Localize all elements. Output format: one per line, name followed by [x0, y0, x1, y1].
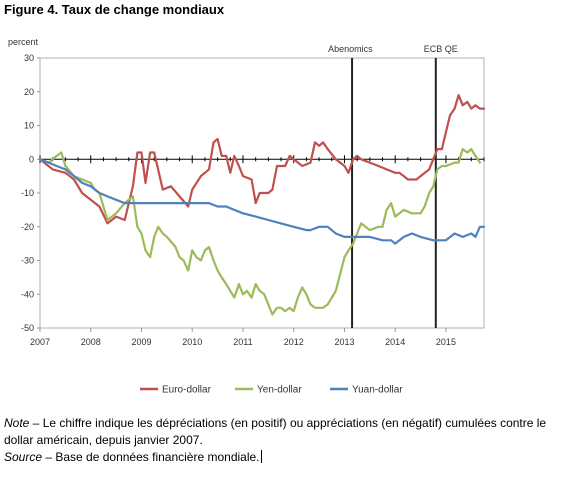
y-tick-label: 30	[24, 53, 34, 63]
y-tick-label: -10	[21, 188, 34, 198]
note-label: Note	[4, 416, 30, 430]
chart-annotations: Abenomics ECB QE	[328, 44, 458, 328]
x-tick-label: 2014	[385, 337, 405, 347]
x-tick-label: 2009	[131, 337, 151, 347]
y-axis-label: percent	[8, 37, 39, 47]
legend-label: Yen-dollar	[257, 385, 302, 396]
series-line-euro-dollar	[38, 94, 486, 225]
chart-series	[38, 94, 486, 316]
figure-title: Figure 4. Taux de change mondiaux	[4, 2, 225, 17]
annotation-label: ECB QE	[424, 44, 458, 54]
y-tick-label: 0	[29, 154, 34, 164]
y-tick-label: 10	[24, 121, 34, 131]
x-tick-label: 2008	[81, 337, 101, 347]
y-tick-label: -40	[21, 289, 34, 299]
x-tick-label: 2015	[436, 337, 456, 347]
source-label: Source	[4, 450, 43, 464]
y-tick-label: -30	[21, 256, 34, 266]
y-tick-label: -50	[21, 323, 34, 333]
y-tick-label: 20	[24, 87, 34, 97]
x-tick-label: 2007	[30, 337, 50, 347]
figure-note: Note – Le chiffre indique les dépréciati…	[4, 415, 564, 466]
annotation-label: Abenomics	[328, 44, 373, 54]
x-tick-label: 2011	[233, 337, 252, 347]
x-tick-label: 2012	[284, 337, 304, 347]
series-line-yuan-dollar	[38, 158, 486, 245]
x-tick-label: 2010	[182, 337, 202, 347]
text-cursor	[260, 450, 262, 463]
legend-label: Euro-dollar	[162, 385, 212, 396]
note-text: – Le chiffre indique les dépréciations (…	[4, 416, 547, 447]
y-tick-label: -20	[21, 222, 34, 232]
source-text: – Base de données financière mondiale.	[42, 450, 260, 464]
x-tick-label: 2013	[334, 337, 354, 347]
legend-label: Yuan-dollar	[352, 385, 403, 396]
series-line-yen-dollar	[38, 148, 481, 316]
chart-legend: Euro-dollar Yen-dollar Yuan-dollar	[140, 385, 403, 396]
